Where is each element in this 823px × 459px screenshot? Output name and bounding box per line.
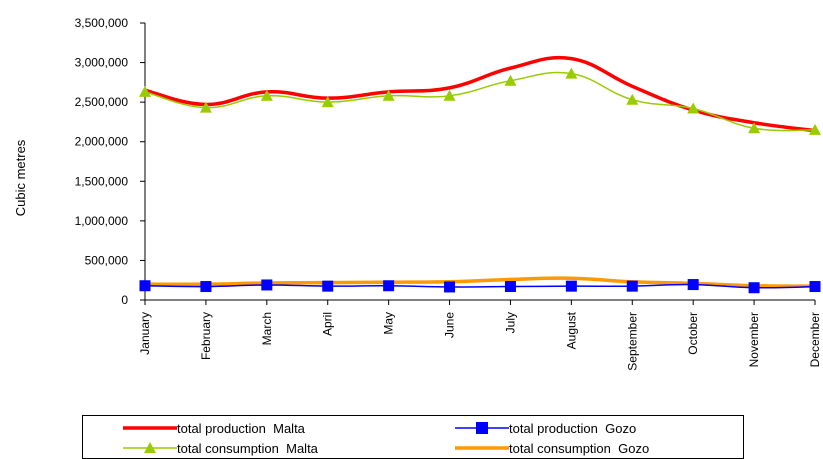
series-line-total-consumption-malta [144, 71, 816, 132]
x-tick-label: June [443, 312, 457, 338]
y-tick-label: 2,500,000 [75, 95, 129, 109]
y-tick-label: 3,500,000 [75, 16, 129, 30]
data-point-square [444, 281, 456, 293]
legend-label: total consumption Gozo [509, 440, 650, 456]
legend-item-production-malta: total production Malta [123, 418, 305, 438]
legend-swatch-production-gozo [455, 422, 509, 434]
series-total-production-gozo [139, 279, 821, 294]
x-tick-label: July [503, 312, 517, 333]
x-tick-label: September [625, 312, 639, 371]
legend-swatch-consumption-gozo [455, 446, 509, 450]
data-point-triangle [504, 74, 517, 86]
data-point-triangle [382, 89, 395, 101]
x-tick-label: May [382, 312, 396, 335]
series-total-consumption-malta [139, 67, 821, 135]
data-point-triangle [443, 89, 456, 101]
data-point-triangle [260, 89, 273, 101]
data-point-triangle [687, 102, 700, 114]
x-axis: January February March April May June July Augu… [138, 299, 822, 371]
x-tick-label: March [260, 312, 274, 345]
data-point-square [322, 280, 334, 292]
legend: total production Malta total production … [82, 415, 744, 459]
data-point-square [261, 279, 273, 291]
legend-item-consumption-malta: total consumption Malta [123, 438, 318, 458]
legend-label: total consumption Malta [177, 440, 318, 456]
data-point-triangle [809, 123, 821, 135]
x-tick-label: April [321, 312, 335, 336]
data-point-triangle [321, 96, 334, 108]
y-tick-label: 1,000,000 [75, 214, 129, 228]
legend-item-consumption-gozo: total consumption Gozo [455, 438, 649, 458]
legend-swatch-consumption-malta [123, 442, 177, 453]
data-point-triangle [748, 122, 761, 134]
x-tick-label: January [138, 312, 152, 355]
y-axis: 0 500,000 1,000,000 1,500,000 2,000,000 2,500… [75, 16, 146, 307]
legend-label: total production Malta [177, 420, 305, 436]
data-point-triangle [626, 93, 639, 105]
legend-swatch-production-malta [123, 426, 177, 430]
data-point-triangle [199, 101, 212, 113]
y-tick-label: 0 [121, 293, 128, 307]
y-tick-label: 2,000,000 [75, 135, 129, 149]
data-point-triangle [139, 85, 151, 97]
y-tick-label: 3,000,000 [75, 56, 129, 70]
line-chart: 0 500,000 1,000,000 1,500,000 2,000,000 2,500… [13, 16, 822, 371]
x-tick-label: February [199, 312, 213, 360]
series-line-total-production-malta [143, 55, 817, 133]
y-tick-label: 500,000 [85, 253, 129, 267]
series-line-total-production-gozo [144, 283, 816, 289]
data-point-triangle [565, 67, 578, 79]
series-total-production-malta [143, 55, 817, 133]
x-tick-label: November [747, 312, 761, 367]
y-axis-title: Cubic metres [13, 139, 28, 216]
data-point-square [809, 281, 821, 293]
data-point-square [504, 281, 516, 293]
x-tick-label: October [686, 312, 700, 355]
data-point-square [139, 280, 151, 292]
series-line-total-consumption-gozo [143, 276, 817, 288]
data-point-square [383, 280, 395, 292]
x-tick-label: December [808, 312, 822, 367]
data-point-square [565, 280, 577, 292]
y-tick-label: 1,500,000 [75, 174, 129, 188]
legend-item-production-gozo: total production Gozo [455, 418, 636, 438]
data-point-square [748, 282, 760, 294]
legend-label: total production Gozo [509, 420, 637, 436]
x-tick-label: August [564, 311, 578, 349]
data-point-square [626, 280, 638, 292]
series-layer [139, 55, 821, 294]
data-point-square [687, 279, 699, 291]
series-total-consumption-gozo [143, 276, 817, 288]
data-point-square [200, 281, 212, 293]
